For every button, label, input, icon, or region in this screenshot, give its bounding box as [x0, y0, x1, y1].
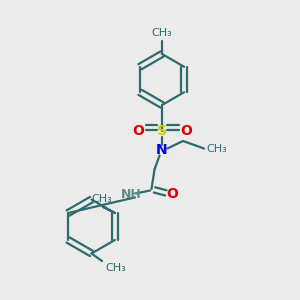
Text: NH: NH	[121, 188, 142, 201]
Text: O: O	[132, 124, 144, 137]
Text: O: O	[167, 188, 178, 201]
Text: S: S	[157, 124, 167, 137]
Text: CH₃: CH₃	[206, 143, 227, 154]
Text: CH₃: CH₃	[105, 263, 126, 273]
Text: N: N	[156, 143, 168, 157]
Text: CH₃: CH₃	[152, 28, 172, 38]
Text: O: O	[180, 124, 192, 137]
Text: CH₃: CH₃	[91, 194, 112, 204]
